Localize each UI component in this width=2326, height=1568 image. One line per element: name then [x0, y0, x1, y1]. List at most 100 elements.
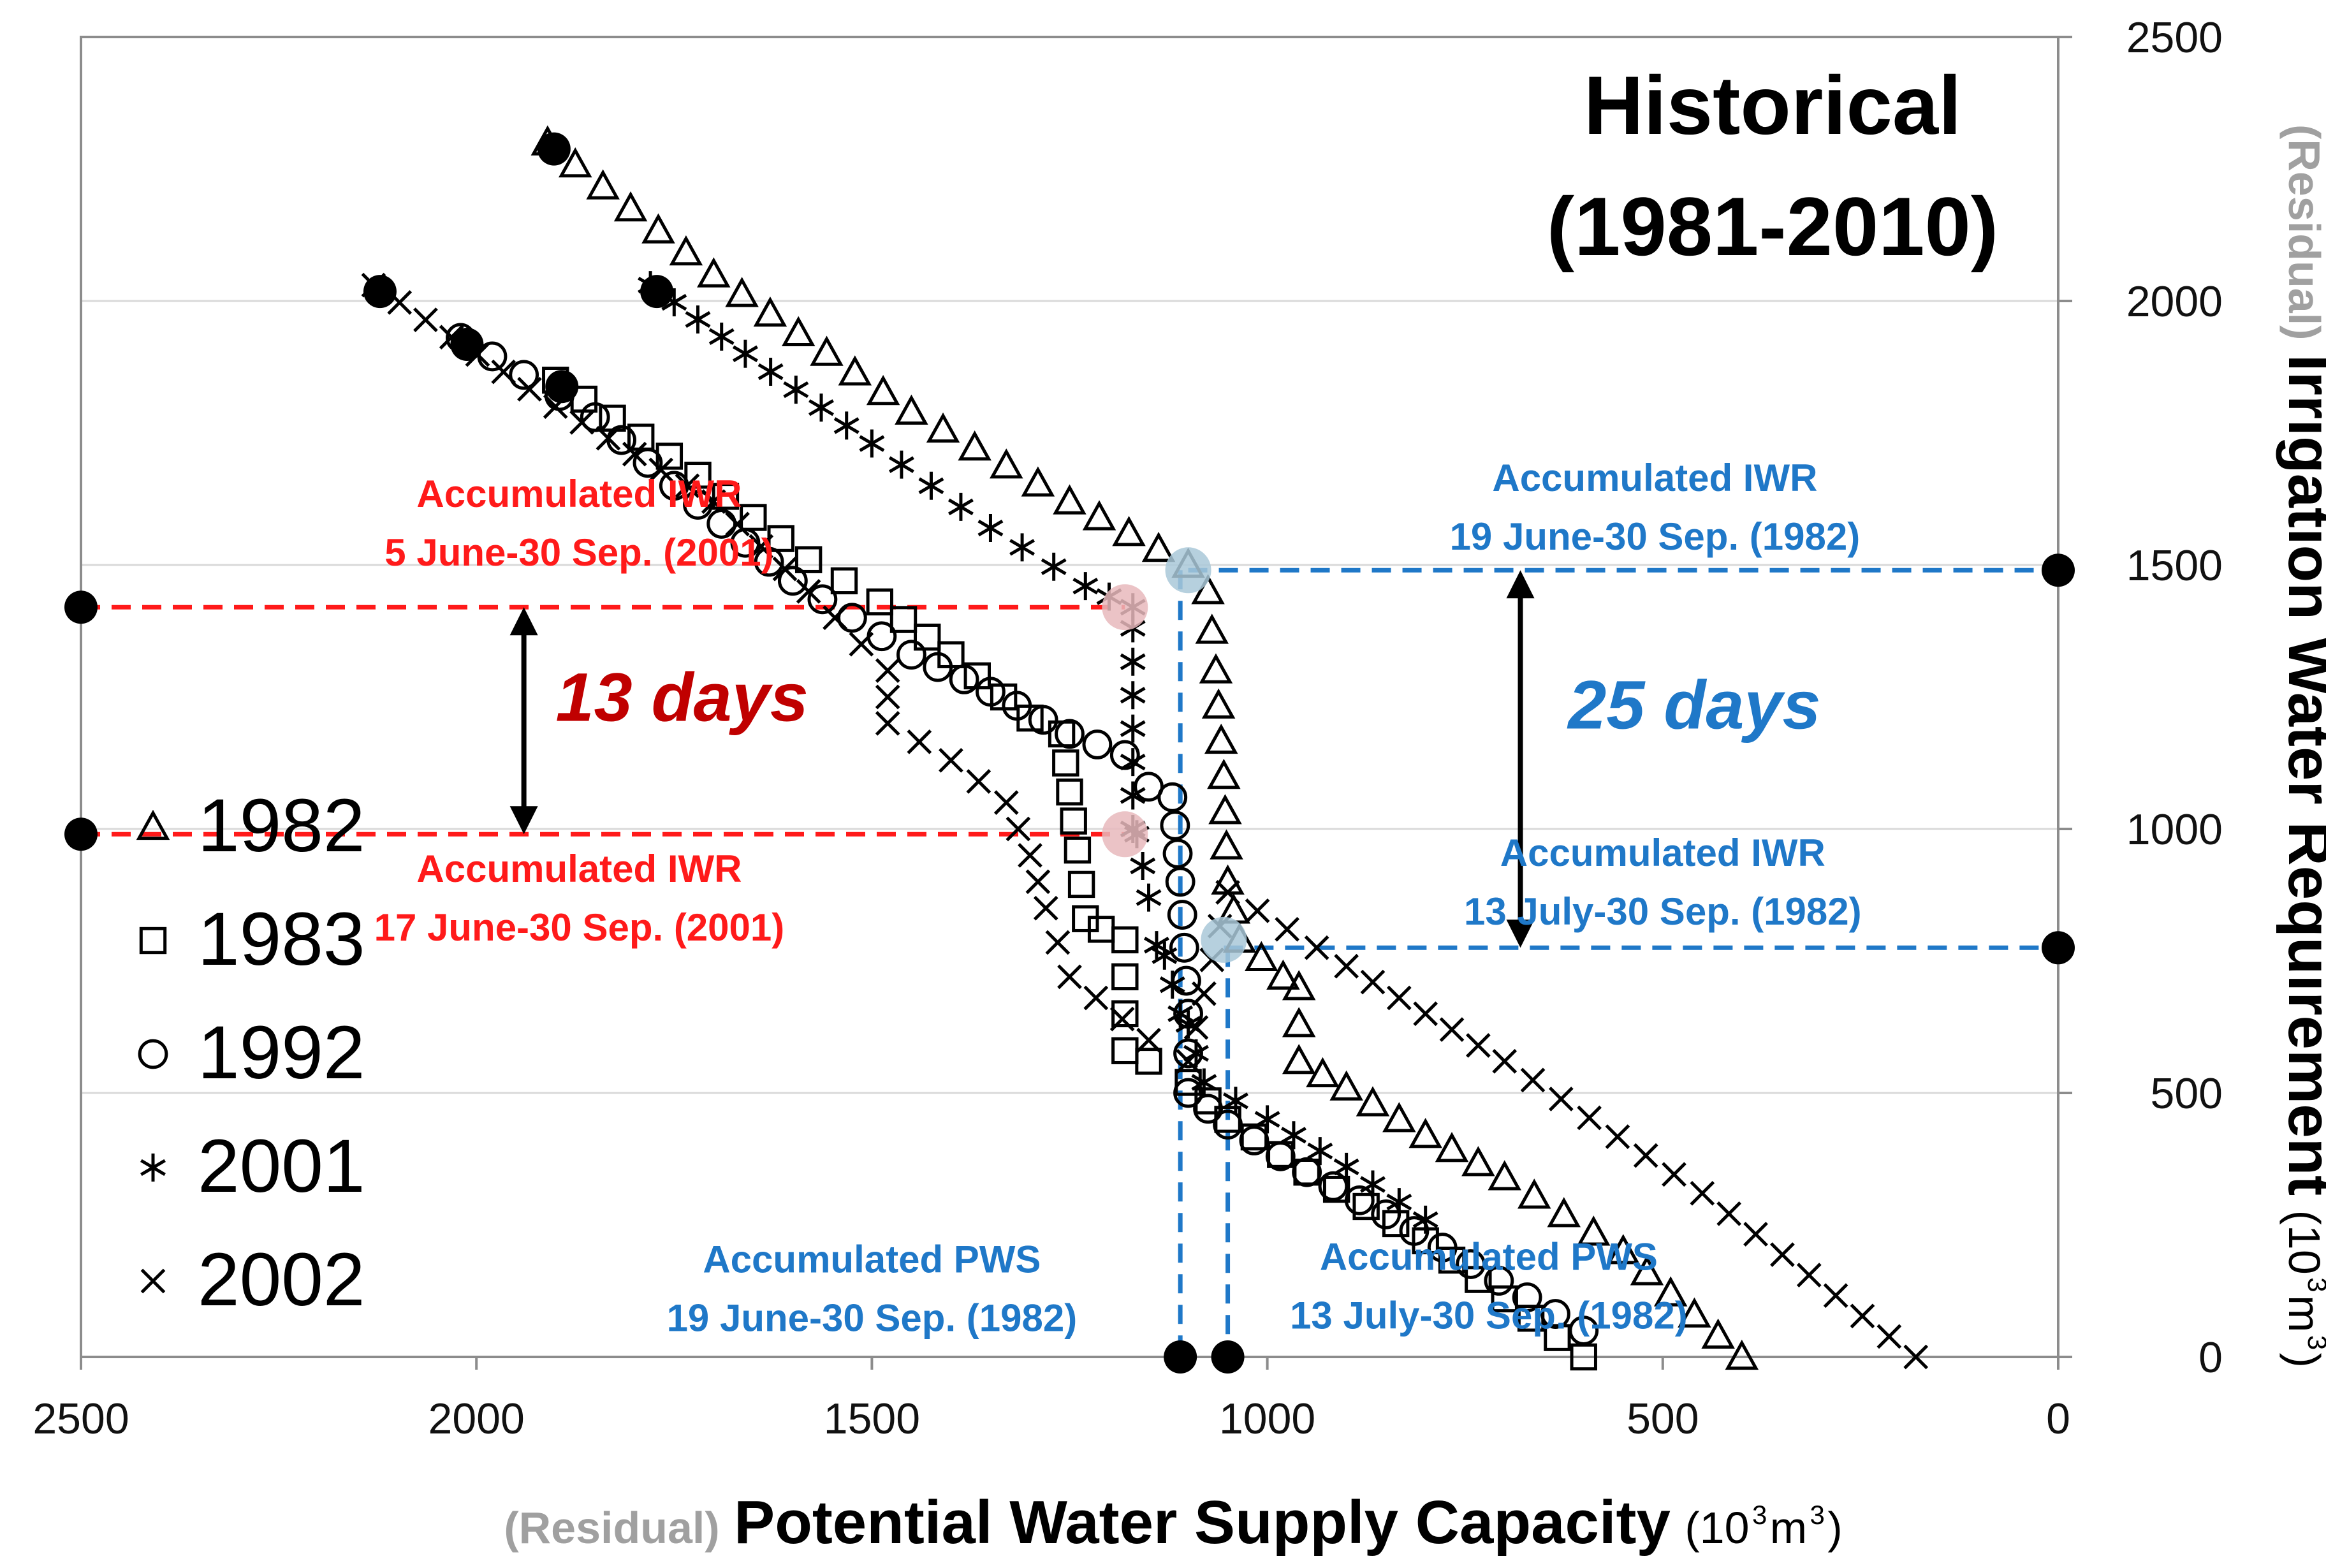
series-start-dot	[640, 275, 674, 309]
arrow-head-down	[1506, 920, 1535, 948]
data-point	[1466, 1033, 1491, 1058]
data-point	[1512, 1282, 1542, 1312]
y-axis-title-prefix: (Residual)	[2279, 124, 2326, 340]
data-point	[1195, 613, 1229, 644]
y-tick-label: 1500	[2126, 541, 2223, 590]
series-1982	[530, 125, 1759, 1370]
data-point	[1633, 1143, 1658, 1168]
data-point	[1159, 971, 1185, 999]
data-point	[1823, 1283, 1848, 1308]
highlight-circles	[1102, 547, 1247, 963]
x-tick-label: 0	[2046, 1395, 2070, 1443]
annotation-text: Accumulated IWR	[416, 473, 742, 515]
x-axis-title: (Residual) Potential Water Supply Capaci…	[504, 1488, 1842, 1557]
annotation-text: 17 June-30 Sep. (2001)	[374, 906, 785, 949]
annotation-text: 13 July-30 Sep. (1982)	[1464, 890, 1862, 933]
data-point	[1045, 930, 1071, 955]
data-point	[1329, 1070, 1363, 1101]
data-point	[1160, 810, 1190, 840]
data-point	[1021, 466, 1055, 497]
data-point	[808, 393, 834, 422]
legend-marker-square	[139, 927, 167, 955]
svg-text:(Residual) Potential Wat: (Residual) Potential Water Supply Capaci…	[504, 1488, 1842, 1557]
series-2002	[361, 272, 1929, 1370]
data-point	[1173, 1038, 1203, 1069]
data-point	[1130, 851, 1156, 880]
data-point	[1690, 1180, 1715, 1206]
data-point	[1199, 653, 1233, 684]
data-point	[1120, 748, 1146, 777]
x-axis-unit-sup1: 3	[1752, 1500, 1767, 1530]
series-2001	[638, 271, 1438, 1234]
data-point	[1334, 953, 1359, 979]
data-point	[849, 631, 874, 657]
data-point	[1245, 941, 1278, 971]
data-point	[1491, 1285, 1518, 1313]
data-point	[1605, 1124, 1630, 1149]
y-tick-label: 1000	[2126, 805, 2223, 854]
y-axis-unit-close: )	[2279, 1353, 2326, 1368]
data-point	[1201, 688, 1236, 719]
data-point	[740, 504, 767, 531]
legend-marker-triangle	[136, 809, 170, 840]
data-point	[1352, 1192, 1380, 1220]
data-point	[633, 448, 663, 478]
data-point	[517, 377, 542, 402]
annotation-text: Accumulated PWS	[703, 1238, 1041, 1281]
data-point	[1028, 705, 1058, 735]
data-point	[1386, 985, 1412, 1011]
data-point	[1135, 1048, 1162, 1075]
endpoint-dot	[1211, 1340, 1245, 1374]
y-axis-title-main: Irrigation Water Requirement	[2276, 355, 2326, 1196]
data-point	[1716, 1201, 1742, 1226]
data-point	[753, 296, 787, 327]
y-axis-ticks: 0 500 1000 1500 2000 2500	[2058, 13, 2223, 1382]
data-point	[712, 483, 740, 510]
data-point	[1165, 867, 1196, 897]
y-tick-label: 2000	[2126, 277, 2223, 326]
data-point	[1057, 964, 1082, 990]
data-point	[1112, 516, 1146, 546]
endpoint-dot	[2042, 553, 2075, 587]
data-point	[684, 462, 712, 489]
highlight-circle	[1165, 547, 1211, 594]
annotation-text: Accumulated IWR	[416, 847, 742, 890]
data-point	[1060, 807, 1087, 835]
data-point	[1304, 935, 1329, 960]
data-point	[875, 658, 900, 683]
data-point	[1120, 714, 1146, 743]
data-point	[559, 147, 592, 178]
data-point	[1360, 1170, 1386, 1199]
data-point	[1245, 898, 1270, 923]
data-point	[889, 606, 918, 633]
arrow-head-down	[509, 806, 538, 835]
legend-marker-asterisk	[140, 1154, 166, 1182]
annotations: Accumulated IWR 5 June-30 Sep. (2001) Accu…	[374, 457, 1862, 1339]
data-point	[772, 556, 798, 582]
series-start-dot	[363, 275, 397, 309]
data-point	[732, 339, 758, 368]
data-point	[1082, 500, 1116, 531]
data-point	[1382, 1102, 1416, 1132]
data-point	[1520, 1067, 1546, 1093]
y-tick-label: 2500	[2126, 13, 2223, 62]
data-point	[859, 429, 885, 458]
data-point	[1176, 1048, 1201, 1074]
data-point	[1239, 1125, 1269, 1155]
data-point	[1136, 883, 1162, 912]
duration-arrows: 13 days 25 days	[509, 570, 1821, 948]
plot-area-frame	[80, 36, 2059, 1358]
data-point	[1053, 484, 1086, 515]
data-point	[1002, 691, 1032, 721]
annotation-text: 5 June-30 Sep. (2001)	[384, 531, 773, 574]
data-point	[810, 335, 844, 366]
data-point	[1344, 1185, 1375, 1215]
data-point	[781, 316, 816, 346]
data-point	[1006, 816, 1031, 842]
data-point	[1435, 1132, 1469, 1162]
y-tick-label: 500	[2151, 1069, 2223, 1118]
data-point	[895, 394, 928, 425]
data-point	[1207, 759, 1241, 789]
data-point	[1266, 959, 1300, 990]
x-axis-unit-mid: m	[1770, 1503, 1807, 1553]
